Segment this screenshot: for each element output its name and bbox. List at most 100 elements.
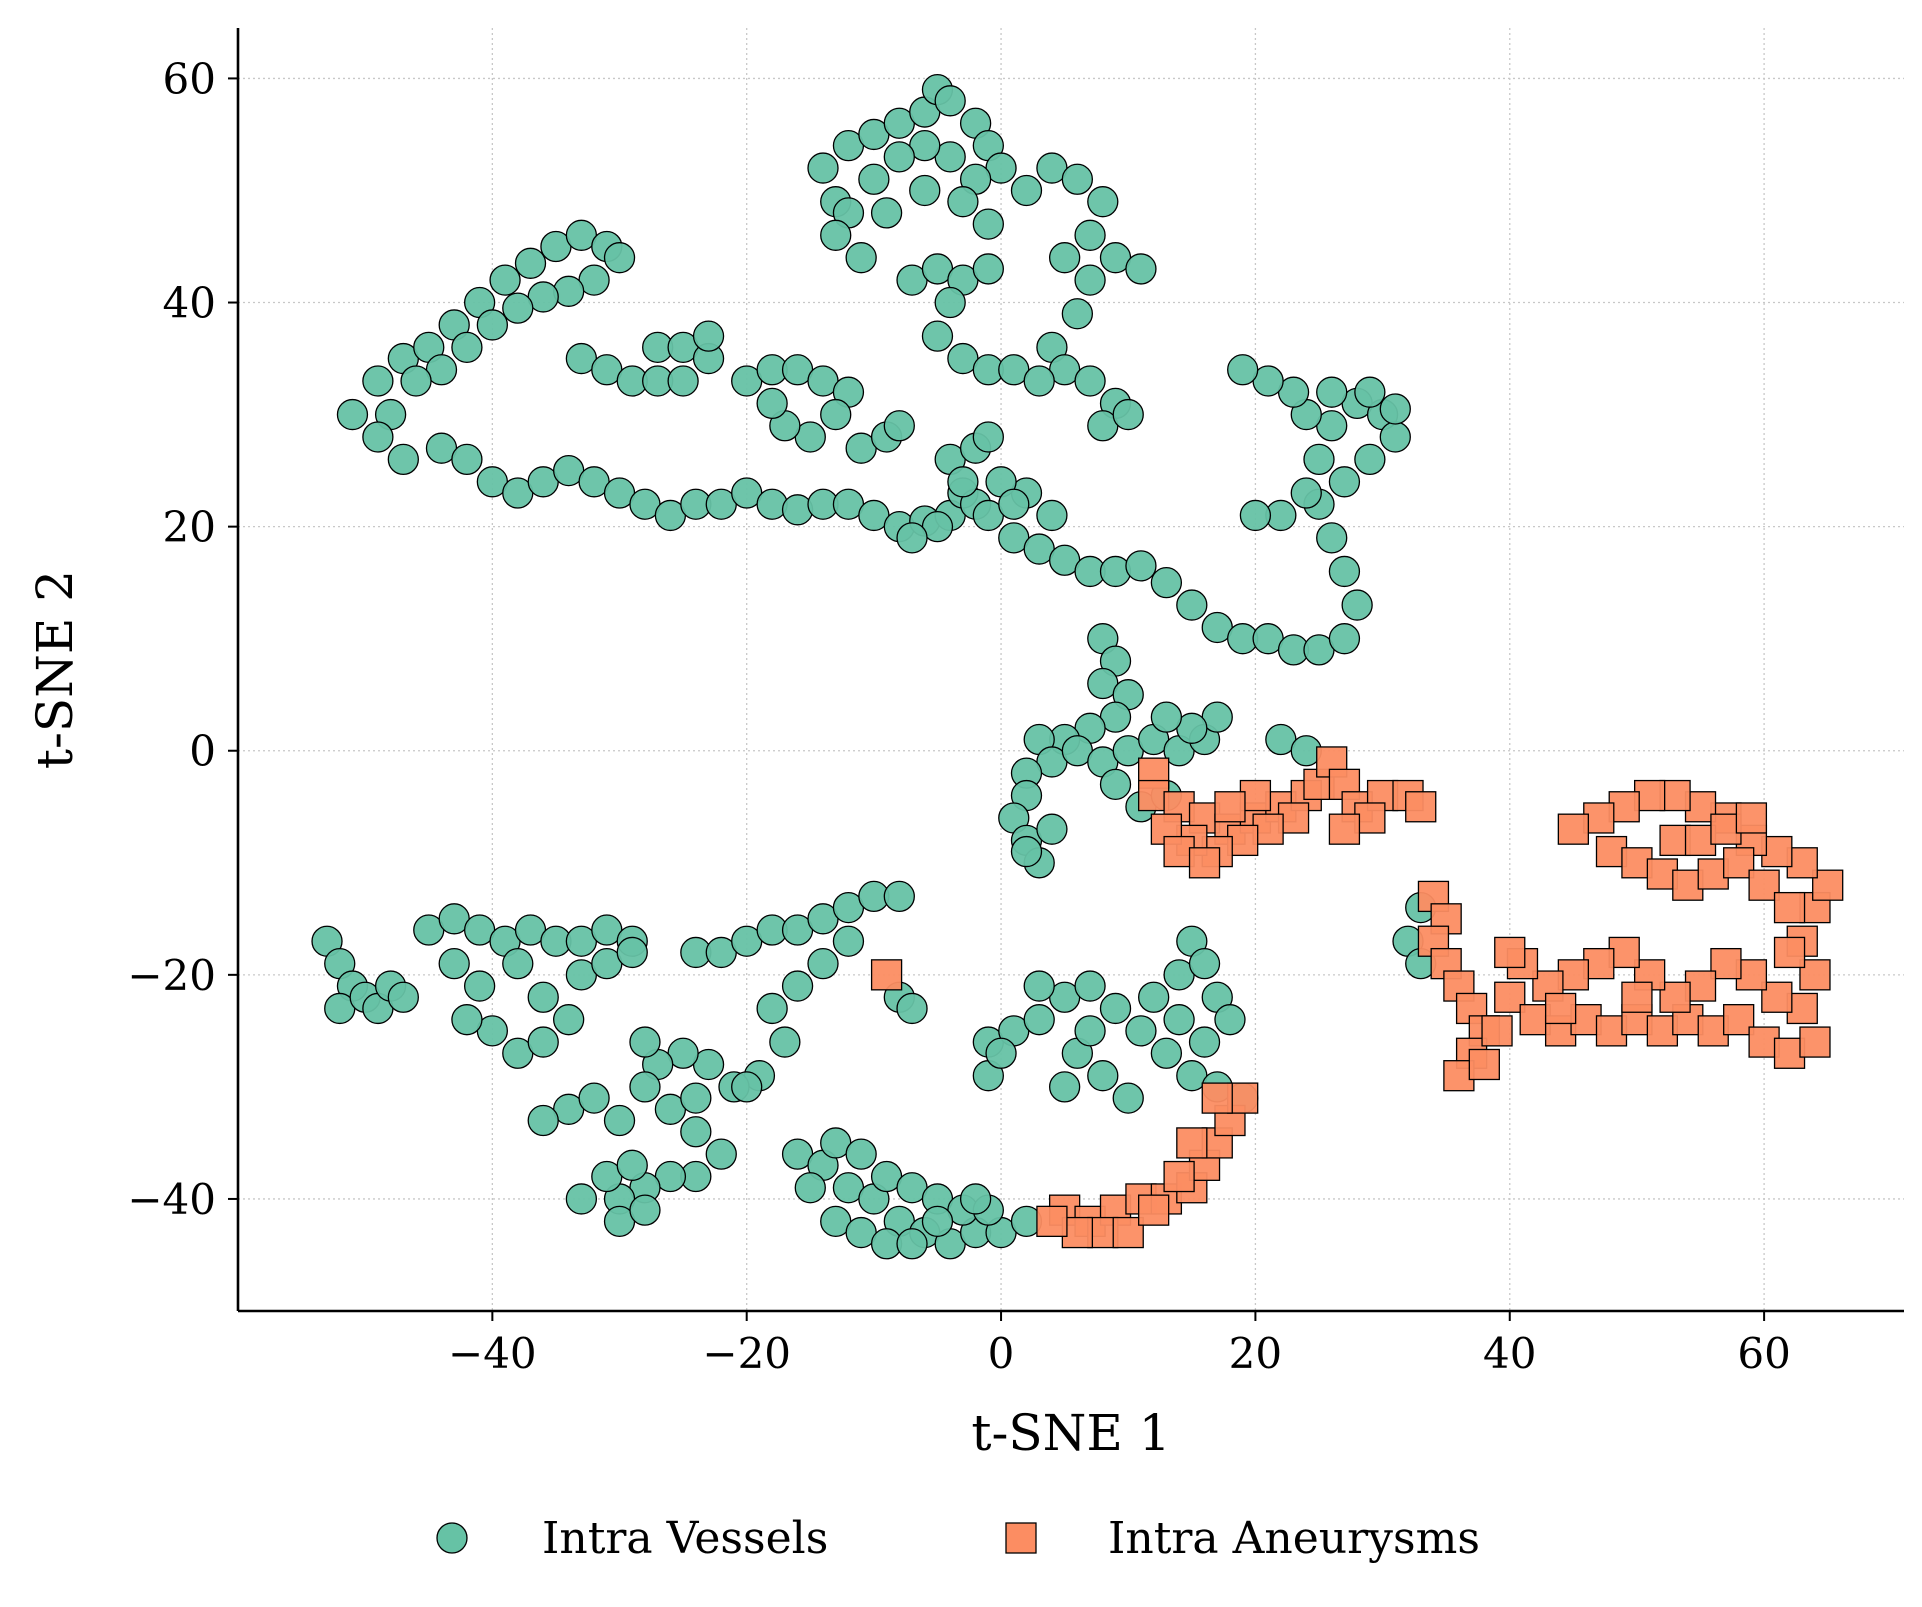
point-intra-vessels-217 bbox=[451, 1004, 483, 1036]
point-intra-vessels-124 bbox=[947, 186, 979, 218]
point-intra-vessels-16 bbox=[476, 309, 509, 341]
point-intra-vessels-118 bbox=[858, 163, 890, 195]
legend-label-intra-aneurysms: Intra Aneurysms bbox=[1108, 1513, 1480, 1564]
point-intra-vessels-308 bbox=[1163, 1004, 1195, 1036]
legend-marker-intra-vessels bbox=[436, 1522, 468, 1554]
point-intra-vessels-151 bbox=[1023, 365, 1055, 397]
point-intra-vessels-290 bbox=[1074, 970, 1106, 1002]
y-tick-label-2: 0 bbox=[189, 727, 216, 776]
point-intra-vessels-187 bbox=[1099, 768, 1132, 801]
point-intra-vessels-279 bbox=[794, 1172, 826, 1204]
point-intra-vessels-36 bbox=[756, 488, 788, 520]
x-tick-label-0: −40 bbox=[448, 1329, 537, 1378]
point-intra-vessels-293 bbox=[1150, 1037, 1183, 1069]
point-intra-vessels-256 bbox=[603, 1104, 636, 1137]
point-intra-vessels-96 bbox=[820, 398, 852, 431]
x-axis-ticks: −40 −20 0 20 40 60 bbox=[448, 1311, 1791, 1378]
point-intra-vessels-141 bbox=[1112, 398, 1144, 431]
point-intra-vessels-185 bbox=[1010, 835, 1043, 868]
point-intra-vessels-99 bbox=[756, 387, 788, 420]
point-intra-vessels-255 bbox=[578, 1082, 610, 1114]
point-intra-aneurysms-110 bbox=[1036, 1205, 1068, 1238]
point-intra-vessels-13 bbox=[553, 275, 585, 307]
point-intra-vessels-131 bbox=[1048, 242, 1081, 274]
point-intra-vessels-257 bbox=[527, 1104, 559, 1137]
point-intra-vessels-125 bbox=[972, 208, 1004, 240]
point-intra-vessels-138 bbox=[1074, 365, 1106, 397]
point-intra-vessels-72 bbox=[1290, 477, 1322, 509]
point-intra-vessels-120 bbox=[820, 219, 852, 251]
point-intra-vessels-129 bbox=[1087, 186, 1119, 218]
point-intra-vessels-301 bbox=[1074, 1015, 1106, 1047]
point-intra-vessels-19 bbox=[400, 365, 432, 397]
point-intra-vessels-80 bbox=[1354, 376, 1386, 408]
point-intra-vessels-234 bbox=[769, 1026, 801, 1058]
point-intra-aneurysms-105 bbox=[1201, 1082, 1233, 1114]
point-intra-vessels-155 bbox=[972, 421, 1004, 453]
point-intra-aneurysms-90 bbox=[1735, 802, 1768, 834]
point-intra-vessels-1 bbox=[362, 365, 394, 397]
point-intra-vessels-79 bbox=[1316, 376, 1348, 408]
point-intra-vessels-288 bbox=[1023, 1004, 1055, 1036]
point-intra-vessels-22 bbox=[387, 443, 419, 476]
point-intra-vessels-284 bbox=[921, 1205, 954, 1238]
x-tick-label-5: 60 bbox=[1737, 1329, 1790, 1378]
point-intra-vessels-37 bbox=[781, 494, 814, 526]
point-intra-vessels-110 bbox=[934, 85, 966, 117]
x-tick-label-2: 0 bbox=[988, 1329, 1015, 1378]
point-intra-vessels-65 bbox=[1303, 443, 1335, 476]
point-intra-vessels-102 bbox=[883, 410, 915, 442]
point-intra-vessels-304 bbox=[1188, 947, 1221, 980]
point-intra-vessels-60 bbox=[1328, 623, 1361, 655]
point-intra-vessels-17 bbox=[451, 331, 483, 363]
legend-marker-intra-aneurysms bbox=[1005, 1522, 1037, 1554]
point-intra-vessels-259 bbox=[731, 1071, 763, 1103]
point-intra-vessels-233 bbox=[756, 992, 788, 1025]
point-intra-vessels-243 bbox=[680, 1116, 712, 1148]
point-intra-vessels-69 bbox=[1379, 421, 1411, 453]
data-points bbox=[311, 73, 1844, 1260]
point-intra-vessels-157 bbox=[1036, 499, 1068, 532]
point-intra-vessels-117 bbox=[883, 141, 915, 173]
point-intra-aneurysms-74 bbox=[1773, 936, 1806, 969]
point-intra-vessels-199 bbox=[387, 981, 419, 1013]
point-intra-vessels-74 bbox=[1239, 499, 1272, 532]
point-intra-vessels-52 bbox=[1125, 550, 1157, 582]
point-intra-vessels-24 bbox=[451, 443, 483, 476]
point-intra-vessels-283 bbox=[896, 1228, 928, 1260]
point-intra-vessels-240 bbox=[629, 1026, 661, 1058]
point-intra-vessels-230 bbox=[832, 925, 865, 957]
point-intra-vessels-253 bbox=[616, 1149, 648, 1181]
point-intra-vessels-299 bbox=[1112, 1082, 1144, 1114]
y-tick-label-4: 40 bbox=[163, 279, 216, 328]
point-intra-vessels-291 bbox=[1099, 992, 1132, 1025]
point-intra-vessels-51 bbox=[1099, 555, 1132, 588]
point-intra-vessels-232 bbox=[781, 970, 814, 1002]
point-intra-vessels-147 bbox=[921, 320, 954, 352]
point-intra-aneurysms-109 bbox=[1138, 1194, 1170, 1226]
point-intra-vessels-61 bbox=[1341, 589, 1373, 621]
point-intra-vessels-161 bbox=[998, 488, 1030, 520]
point-intra-vessels-21 bbox=[362, 421, 394, 453]
point-intra-vessels-6 bbox=[489, 264, 521, 296]
point-intra-vessels-90 bbox=[692, 320, 725, 352]
point-intra-vessels-229 bbox=[883, 880, 915, 913]
point-intra-vessels-63 bbox=[1316, 522, 1348, 554]
point-intra-aneurysms-16 bbox=[1328, 813, 1361, 845]
legend-label-intra-vessels: Intra Vessels bbox=[542, 1513, 828, 1564]
point-intra-aneurysms-37 bbox=[1481, 1015, 1513, 1047]
point-intra-vessels-153 bbox=[947, 466, 979, 498]
point-intra-vessels-244 bbox=[705, 1138, 737, 1170]
point-intra-vessels-11 bbox=[603, 242, 636, 274]
point-intra-vessels-300 bbox=[1048, 1071, 1081, 1103]
point-intra-aneurysms-50 bbox=[1799, 1026, 1831, 1058]
point-intra-vessels-159 bbox=[896, 522, 928, 554]
point-intra-vessels-209 bbox=[438, 947, 470, 980]
point-intra-vessels-78 bbox=[1227, 354, 1259, 386]
point-intra-vessels-213 bbox=[527, 1026, 559, 1058]
point-intra-vessels-220 bbox=[616, 936, 648, 969]
x-axis-label: t-SNE 1 bbox=[971, 1404, 1170, 1462]
point-intra-vessels-216 bbox=[502, 947, 534, 980]
legend: Intra Vessels Intra Aneurysms bbox=[436, 1513, 1480, 1564]
axes bbox=[236, 28, 1904, 1313]
